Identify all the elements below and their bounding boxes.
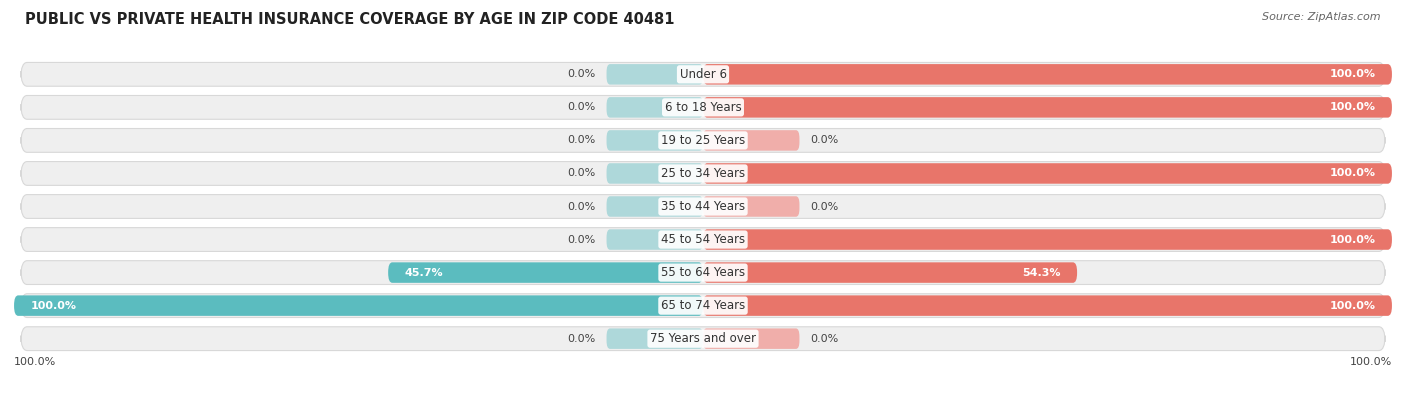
FancyBboxPatch shape [703,295,1392,316]
FancyBboxPatch shape [21,195,1385,218]
Text: Under 6: Under 6 [679,68,727,81]
Text: 55 to 64 Years: 55 to 64 Years [661,266,745,279]
Text: 19 to 25 Years: 19 to 25 Years [661,134,745,147]
FancyBboxPatch shape [388,262,703,283]
Text: 0.0%: 0.0% [567,69,596,79]
Text: 0.0%: 0.0% [810,202,839,211]
FancyBboxPatch shape [703,64,1392,85]
Text: 35 to 44 Years: 35 to 44 Years [661,200,745,213]
FancyBboxPatch shape [21,128,1385,152]
Text: 0.0%: 0.0% [567,135,596,145]
Text: 65 to 74 Years: 65 to 74 Years [661,299,745,312]
Text: 0.0%: 0.0% [567,334,596,344]
FancyBboxPatch shape [703,130,800,151]
Text: 25 to 34 Years: 25 to 34 Years [661,167,745,180]
Text: 0.0%: 0.0% [567,235,596,244]
FancyBboxPatch shape [21,62,1385,86]
Text: 0.0%: 0.0% [567,202,596,211]
Text: 54.3%: 54.3% [1022,268,1060,278]
FancyBboxPatch shape [606,196,703,217]
FancyBboxPatch shape [606,64,703,85]
FancyBboxPatch shape [21,161,1385,185]
Text: 100.0%: 100.0% [31,301,76,311]
FancyBboxPatch shape [703,229,1392,250]
FancyBboxPatch shape [703,97,1392,118]
FancyBboxPatch shape [703,328,800,349]
Text: 0.0%: 0.0% [567,102,596,112]
FancyBboxPatch shape [21,228,1385,252]
FancyBboxPatch shape [606,229,703,250]
Text: 100.0%: 100.0% [14,357,56,368]
Text: 0.0%: 0.0% [810,135,839,145]
Text: 45.7%: 45.7% [405,268,443,278]
FancyBboxPatch shape [606,130,703,151]
Text: 100.0%: 100.0% [1330,69,1375,79]
FancyBboxPatch shape [606,328,703,349]
Text: 100.0%: 100.0% [1330,235,1375,244]
FancyBboxPatch shape [606,163,703,184]
Text: 45 to 54 Years: 45 to 54 Years [661,233,745,246]
Text: 100.0%: 100.0% [1350,357,1392,368]
Text: 100.0%: 100.0% [1330,301,1375,311]
Text: 6 to 18 Years: 6 to 18 Years [665,101,741,114]
FancyBboxPatch shape [606,97,703,118]
FancyBboxPatch shape [14,295,703,316]
Text: Source: ZipAtlas.com: Source: ZipAtlas.com [1263,12,1381,22]
Text: 0.0%: 0.0% [810,334,839,344]
Text: 0.0%: 0.0% [567,169,596,178]
FancyBboxPatch shape [703,262,1077,283]
Text: 75 Years and over: 75 Years and over [650,332,756,345]
Text: PUBLIC VS PRIVATE HEALTH INSURANCE COVERAGE BY AGE IN ZIP CODE 40481: PUBLIC VS PRIVATE HEALTH INSURANCE COVER… [25,12,675,27]
FancyBboxPatch shape [21,294,1385,318]
FancyBboxPatch shape [703,196,800,217]
Text: 100.0%: 100.0% [1330,102,1375,112]
FancyBboxPatch shape [21,95,1385,119]
Text: 100.0%: 100.0% [1330,169,1375,178]
FancyBboxPatch shape [21,327,1385,351]
FancyBboxPatch shape [703,163,1392,184]
FancyBboxPatch shape [21,261,1385,285]
